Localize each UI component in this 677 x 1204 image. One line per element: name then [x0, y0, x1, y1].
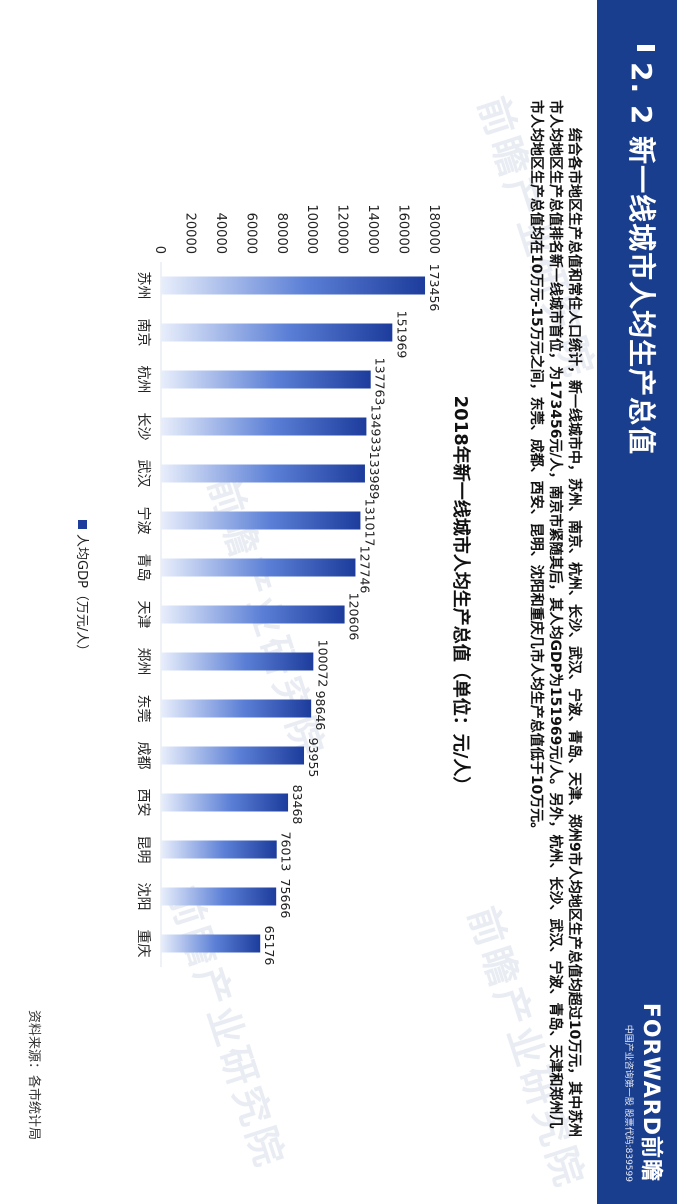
data-label: 65176 [262, 926, 277, 966]
y-tick-label: 120000 [335, 204, 350, 254]
bar [161, 417, 367, 436]
bar [161, 840, 277, 859]
legend-label: 人均GDP（万元/人） [74, 534, 89, 657]
bar [161, 746, 305, 765]
bar [161, 558, 356, 577]
x-tick-label: 长沙 [135, 413, 151, 441]
x-tick-label: 昆明 [135, 836, 151, 864]
x-tick-label: 重庆 [135, 930, 151, 958]
data-label: 120606 [347, 593, 362, 641]
legend-swatch [78, 520, 87, 529]
bar [161, 464, 365, 483]
y-tick-label: 40000 [213, 213, 228, 254]
bar [161, 699, 312, 718]
bar [161, 276, 426, 295]
bar [161, 323, 393, 342]
bar [161, 652, 314, 671]
data-label: 75666 [278, 879, 293, 919]
data-label: 137763 [373, 358, 388, 406]
data-label: 98646 [313, 691, 328, 731]
x-tick-label: 沈阳 [135, 883, 151, 911]
x-tick-label: 武汉 [135, 460, 151, 488]
x-tick-label: 天津 [135, 601, 151, 629]
bar [160, 934, 261, 953]
y-tick-label: 140000 [365, 204, 380, 254]
data-label: 93955 [306, 738, 321, 778]
y-tick-label: 80000 [274, 213, 289, 254]
y-tick-label: 180000 [426, 204, 441, 254]
y-tick-label: 60000 [243, 213, 258, 254]
x-tick-label: 宁波 [135, 507, 152, 535]
data-label: 83468 [290, 785, 305, 825]
data-label: 173456 [427, 264, 442, 312]
x-tick-label: 青岛 [135, 554, 151, 582]
bar [161, 511, 361, 530]
bar [161, 887, 277, 906]
x-tick-label: 西安 [135, 789, 151, 817]
y-tick-label: 0 [152, 246, 167, 254]
source-note: 资料来源：各市统计局 [26, 1010, 41, 1141]
x-tick-label: 南京 [135, 319, 151, 347]
data-label: 100072 [315, 640, 330, 688]
data-label: 76013 [279, 832, 294, 872]
bar [161, 370, 371, 389]
y-tick-label: 160000 [396, 204, 411, 254]
data-label: 131017 [362, 499, 377, 547]
y-tick-label: 100000 [304, 204, 319, 254]
data-label: 151969 [394, 311, 409, 359]
x-tick-label: 东莞 [135, 695, 151, 723]
bar [161, 605, 345, 624]
y-tick-label: 20000 [182, 213, 197, 254]
x-tick-label: 成都 [135, 742, 151, 770]
data-label: 127746 [357, 546, 372, 594]
x-tick-label: 苏州 [135, 272, 151, 300]
data-label: 134933 [368, 405, 383, 453]
bar [161, 793, 289, 812]
x-tick-label: 郑州 [135, 648, 151, 676]
x-tick-label: 杭州 [135, 366, 151, 394]
data-label: 133989 [367, 452, 382, 500]
